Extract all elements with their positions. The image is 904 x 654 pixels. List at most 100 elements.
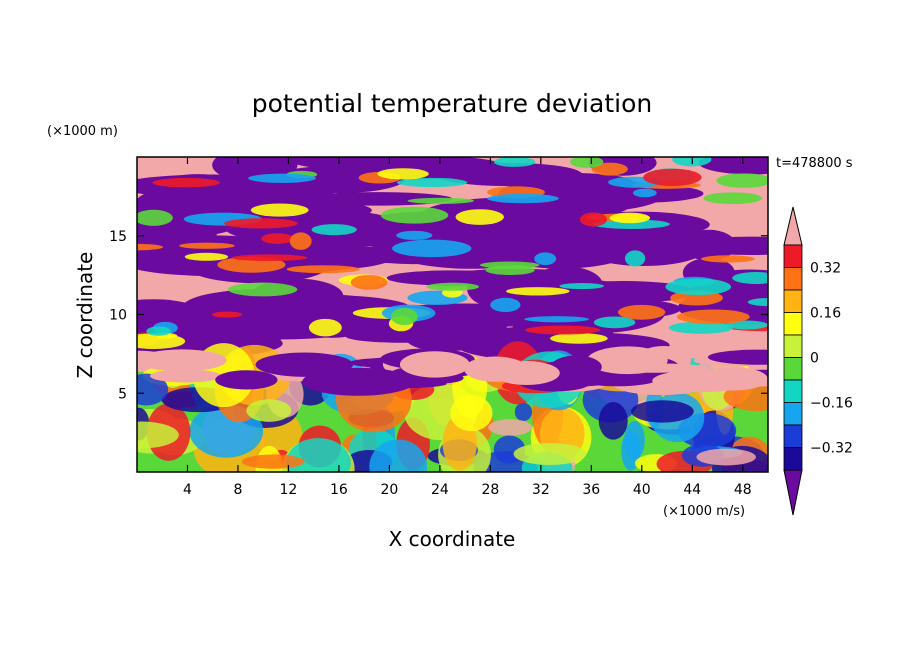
y-tick-label: 5 xyxy=(118,386,127,402)
contour-blob xyxy=(579,212,607,227)
x-tick-label: 40 xyxy=(633,482,651,498)
contour-blob xyxy=(137,421,179,449)
contour-blob xyxy=(506,287,570,296)
contour-blob xyxy=(512,199,584,215)
contour-blob xyxy=(559,282,604,290)
contour-blob xyxy=(179,242,235,249)
x-tick-label: 44 xyxy=(683,482,701,498)
contour-blob xyxy=(289,232,312,250)
contour-blob xyxy=(681,229,737,261)
contour-blob xyxy=(569,157,604,168)
contour-blob xyxy=(488,419,533,436)
contour-blob xyxy=(231,254,308,262)
contour-blob xyxy=(137,243,164,251)
contour-blob xyxy=(747,298,768,307)
contour-blob xyxy=(215,370,278,390)
contour-blob xyxy=(248,173,316,183)
contour-blob xyxy=(426,282,479,291)
contour-blob xyxy=(587,346,668,375)
contour-blob xyxy=(591,162,628,176)
x-tick-label: 24 xyxy=(431,482,449,498)
contour-blob xyxy=(490,297,521,313)
contour-field xyxy=(137,157,768,472)
contour-blob xyxy=(261,233,294,244)
colorbar-swatch xyxy=(783,244,803,268)
contour-blob xyxy=(665,278,732,296)
contour-blob xyxy=(250,203,309,217)
y-axis-label: Z coordinate xyxy=(73,252,97,379)
contour-blob xyxy=(514,402,533,422)
colorbar-swatch xyxy=(783,379,803,403)
contour-blob xyxy=(399,351,470,378)
contour-blob xyxy=(386,270,517,286)
contour-blob xyxy=(732,272,768,284)
x-tick-label: 48 xyxy=(734,482,752,498)
contour-blob xyxy=(224,218,298,229)
contour-blob xyxy=(149,369,222,383)
contour-blob xyxy=(493,157,536,167)
contour-blob xyxy=(696,448,756,466)
contour-blob xyxy=(598,402,628,440)
contour-blob xyxy=(493,361,560,386)
contour-blob xyxy=(668,321,733,334)
contour-blob xyxy=(396,177,468,188)
colorbar-swatch xyxy=(783,289,803,313)
colorbar-tick-label: 0.32 xyxy=(810,261,841,277)
colorbar-extend-min xyxy=(783,469,803,516)
contour-blob xyxy=(311,224,357,236)
contour-blob xyxy=(228,282,298,297)
contour-blob xyxy=(137,373,169,406)
contour-blob xyxy=(550,355,602,379)
contour-blob xyxy=(246,399,292,422)
contour-blob xyxy=(152,177,220,188)
contour-blob xyxy=(624,420,645,460)
contour-blob xyxy=(212,311,243,318)
contour-blob xyxy=(369,439,428,472)
x-tick-label: 12 xyxy=(280,482,298,498)
contour-blob xyxy=(707,349,768,365)
contour-blob xyxy=(396,230,433,240)
x-axis: 4 8 12 16 20 24 28 32 36 40 44 48 xyxy=(183,157,752,498)
contour-blob xyxy=(524,316,589,323)
contour-blob xyxy=(137,209,173,226)
x-tick-label: 20 xyxy=(380,482,398,498)
contour-blob xyxy=(146,326,171,336)
colorbar-tick-label: 0 xyxy=(810,351,819,367)
contour-blob xyxy=(350,274,388,290)
contour-blob xyxy=(652,369,756,392)
contour-blob xyxy=(286,265,360,274)
contour-blob xyxy=(390,308,418,326)
y-axis: 5 10 15 xyxy=(109,229,768,402)
contour-blob xyxy=(429,317,508,334)
contour-blob xyxy=(593,316,636,329)
contour-blob xyxy=(617,304,666,320)
colorbar-swatch xyxy=(783,312,803,336)
colorbar-swatch xyxy=(783,357,803,381)
y-unit-label: (×1000 m) xyxy=(47,124,118,139)
colorbar-tick-label: −0.16 xyxy=(810,396,853,412)
contour-blob xyxy=(380,206,449,224)
contour-blob xyxy=(632,188,657,198)
contour-layer xyxy=(137,157,768,472)
contour-blob xyxy=(534,252,557,266)
time-label: t=478800 s xyxy=(776,156,853,171)
contour-blob xyxy=(485,265,535,276)
contour-blob xyxy=(450,395,493,432)
colorbar-swatch xyxy=(783,424,803,448)
x-tick-label: 8 xyxy=(233,482,242,498)
contour-blob xyxy=(592,219,670,229)
contour-blob xyxy=(455,209,504,225)
contour-blob xyxy=(513,442,587,466)
chart-title: potential temperature deviation xyxy=(252,89,652,118)
x-tick-label: 16 xyxy=(330,482,348,498)
contour-blob xyxy=(308,318,342,337)
colorbar-tick-label: −0.32 xyxy=(810,441,853,457)
colorbar-swatch xyxy=(783,267,803,291)
contour-blob xyxy=(525,325,601,335)
colorbar-swatch xyxy=(783,334,803,358)
contour-blob xyxy=(241,454,305,469)
contour-blob xyxy=(392,239,472,258)
contour-blob xyxy=(643,168,702,186)
x-tick-label: 28 xyxy=(481,482,499,498)
contour-blob xyxy=(317,377,386,394)
